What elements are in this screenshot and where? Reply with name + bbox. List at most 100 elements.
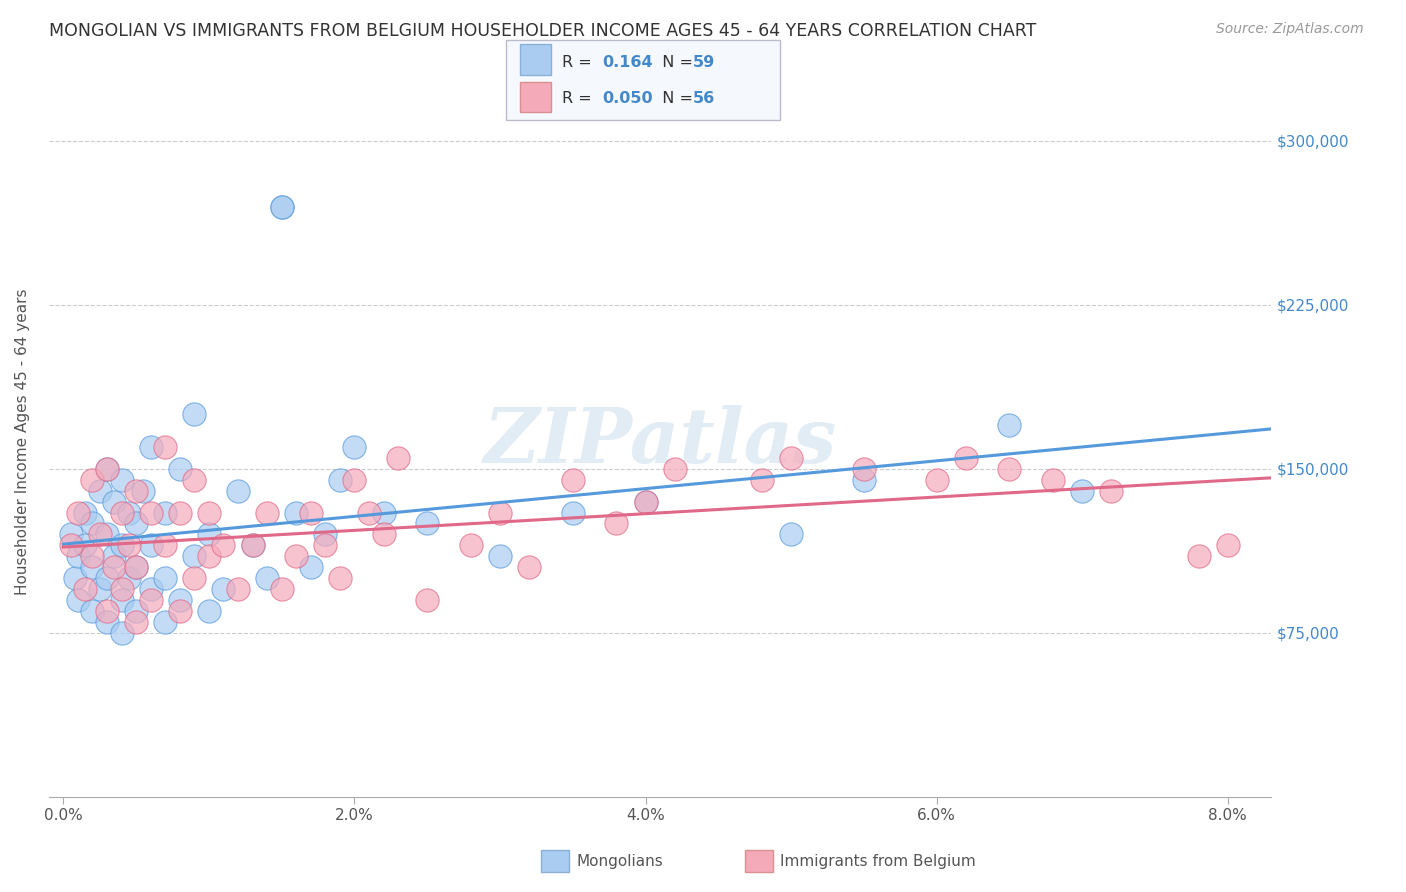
Point xyxy=(329,473,352,487)
Point xyxy=(242,538,264,552)
Point xyxy=(561,473,583,487)
Point xyxy=(387,450,409,465)
Point xyxy=(226,582,249,596)
Point xyxy=(169,593,191,607)
Point xyxy=(329,571,352,585)
Point xyxy=(153,615,176,629)
Point xyxy=(139,440,162,454)
Point xyxy=(82,549,104,564)
Point xyxy=(1099,483,1122,498)
Point xyxy=(373,506,395,520)
Point xyxy=(63,571,86,585)
Point xyxy=(169,462,191,476)
Point xyxy=(460,538,482,552)
Text: N =: N = xyxy=(652,91,699,106)
Point xyxy=(139,538,162,552)
Point xyxy=(110,593,132,607)
Point xyxy=(110,538,132,552)
Point xyxy=(373,527,395,541)
Point xyxy=(75,582,97,596)
Point xyxy=(139,506,162,520)
Text: R =: R = xyxy=(562,55,598,70)
Point xyxy=(125,516,148,531)
Point xyxy=(242,538,264,552)
Point xyxy=(1042,473,1064,487)
Point xyxy=(66,593,89,607)
Point xyxy=(780,450,803,465)
Point xyxy=(925,473,948,487)
Point xyxy=(343,473,366,487)
Point xyxy=(89,582,111,596)
Point xyxy=(634,494,657,508)
Point xyxy=(125,560,148,574)
Point xyxy=(96,571,118,585)
Point xyxy=(82,473,104,487)
Point xyxy=(96,604,118,618)
Text: 59: 59 xyxy=(693,55,716,70)
Point xyxy=(343,440,366,454)
Point xyxy=(75,538,97,552)
Point xyxy=(89,527,111,541)
Text: N =: N = xyxy=(652,55,699,70)
Point xyxy=(59,538,82,552)
Point xyxy=(416,516,439,531)
Point xyxy=(139,593,162,607)
Point xyxy=(634,494,657,508)
Point xyxy=(1188,549,1211,564)
Text: Immigrants from Belgium: Immigrants from Belgium xyxy=(780,855,976,869)
Point xyxy=(270,200,292,214)
Point xyxy=(270,200,292,214)
Point xyxy=(226,483,249,498)
Text: Mongolians: Mongolians xyxy=(576,855,664,869)
Point xyxy=(780,527,803,541)
Point xyxy=(75,506,97,520)
Point xyxy=(89,483,111,498)
Y-axis label: Householder Income Ages 45 - 64 years: Householder Income Ages 45 - 64 years xyxy=(15,288,30,595)
Text: 56: 56 xyxy=(693,91,716,106)
Text: 0.050: 0.050 xyxy=(602,91,652,106)
Point xyxy=(198,604,221,618)
Point xyxy=(59,527,82,541)
Point xyxy=(314,538,336,552)
Point xyxy=(852,473,875,487)
Point xyxy=(664,462,686,476)
Point xyxy=(489,549,512,564)
Point xyxy=(96,462,118,476)
Point xyxy=(125,483,148,498)
Point xyxy=(998,462,1021,476)
Point xyxy=(66,506,89,520)
Point xyxy=(270,582,292,596)
Point xyxy=(82,516,104,531)
Point xyxy=(169,604,191,618)
Point xyxy=(489,506,512,520)
Point xyxy=(256,506,278,520)
Text: ZIPatlas: ZIPatlas xyxy=(484,404,837,478)
Point xyxy=(183,407,205,421)
Point xyxy=(66,549,89,564)
Point xyxy=(416,593,439,607)
Point xyxy=(153,571,176,585)
Point xyxy=(198,527,221,541)
Point xyxy=(103,494,125,508)
Point xyxy=(153,506,176,520)
Point xyxy=(198,506,221,520)
Point xyxy=(357,506,380,520)
Point xyxy=(852,462,875,476)
Point xyxy=(517,560,540,574)
Point xyxy=(125,560,148,574)
Point xyxy=(118,571,141,585)
Point xyxy=(183,571,205,585)
Point xyxy=(125,615,148,629)
Point xyxy=(110,625,132,640)
Point xyxy=(299,560,322,574)
Point xyxy=(998,418,1021,433)
Point xyxy=(132,483,155,498)
Point xyxy=(82,560,104,574)
Text: Source: ZipAtlas.com: Source: ZipAtlas.com xyxy=(1216,22,1364,37)
Point xyxy=(605,516,627,531)
Point xyxy=(314,527,336,541)
Point xyxy=(1216,538,1239,552)
Point xyxy=(751,473,773,487)
Point xyxy=(561,506,583,520)
Point xyxy=(103,549,125,564)
